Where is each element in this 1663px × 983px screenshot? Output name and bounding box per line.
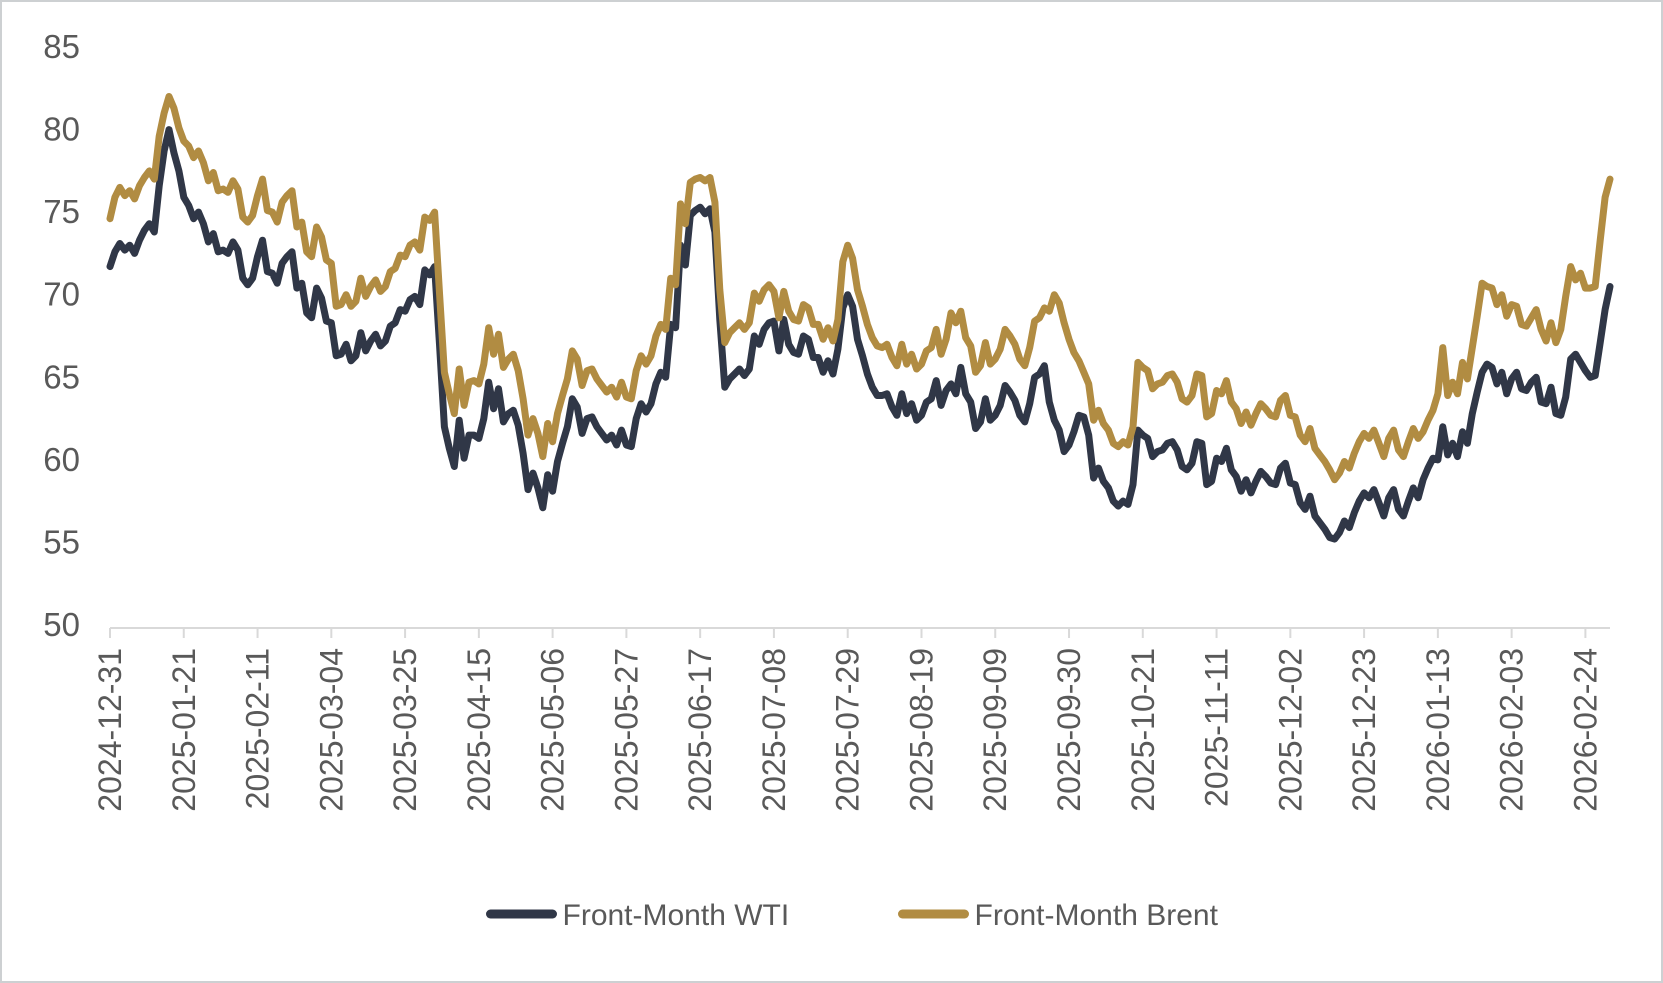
y-tick-label: 55	[43, 523, 80, 560]
y-tick-label: 60	[43, 441, 80, 478]
x-tick-label: 2025-11-11	[1199, 648, 1235, 807]
x-axis-labels: 2024-12-31 2025-01-21 2025-02-11 2025-03-04…	[92, 648, 1603, 812]
x-tick-label: 2025-05-27	[608, 648, 644, 812]
x-axis-ticks	[109, 628, 1587, 638]
x-tick-label: 2025-08-19	[903, 648, 939, 812]
x-tick-label: 2025-01-21	[166, 648, 202, 812]
legend: Front-Month WTI Front-Month Brent	[486, 899, 1219, 932]
x-tick-label: 2025-06-17	[682, 648, 718, 812]
x-tick-label: 2026-02-03	[1494, 648, 1530, 812]
y-tick-label: 80	[43, 111, 80, 148]
x-tick-label: 2025-03-25	[387, 648, 423, 812]
series-line-front-month-brent	[106, 93, 1614, 484]
x-tick-label: 2026-02-24	[1567, 648, 1603, 812]
x-tick-label: 2025-02-11	[240, 648, 276, 809]
legend-label-front-month-brent: Front-Month Brent	[975, 899, 1219, 932]
series-line-front-month-wti	[106, 126, 1614, 543]
x-tick-label: 2024-12-31	[92, 648, 128, 812]
x-tick-label: 2025-05-06	[535, 648, 571, 812]
x-tick-label: 2025-03-04	[313, 648, 349, 812]
x-tick-label: 2025-12-23	[1346, 648, 1382, 812]
x-tick-label: 2025-07-08	[756, 648, 792, 812]
x-tick-label: 2025-12-02	[1272, 648, 1308, 812]
legend-label-front-month-wti: Front-Month WTI	[563, 899, 790, 932]
y-tick-label: 85	[43, 28, 80, 65]
y-tick-label: 70	[43, 276, 80, 313]
y-axis-labels: 50 55 60 65 70 75 80 85	[43, 28, 80, 643]
y-tick-label: 50	[43, 606, 80, 643]
x-tick-label: 2026-01-13	[1420, 648, 1456, 812]
y-tick-label: 75	[43, 193, 80, 230]
x-tick-label: 2025-09-30	[1051, 648, 1087, 812]
x-tick-label: 2025-10-21	[1125, 648, 1161, 812]
x-tick-label: 2025-04-15	[461, 648, 497, 812]
x-tick-label: 2025-09-09	[977, 648, 1013, 812]
x-tick-label: 2025-07-29	[830, 648, 866, 812]
y-tick-label: 65	[43, 358, 80, 395]
